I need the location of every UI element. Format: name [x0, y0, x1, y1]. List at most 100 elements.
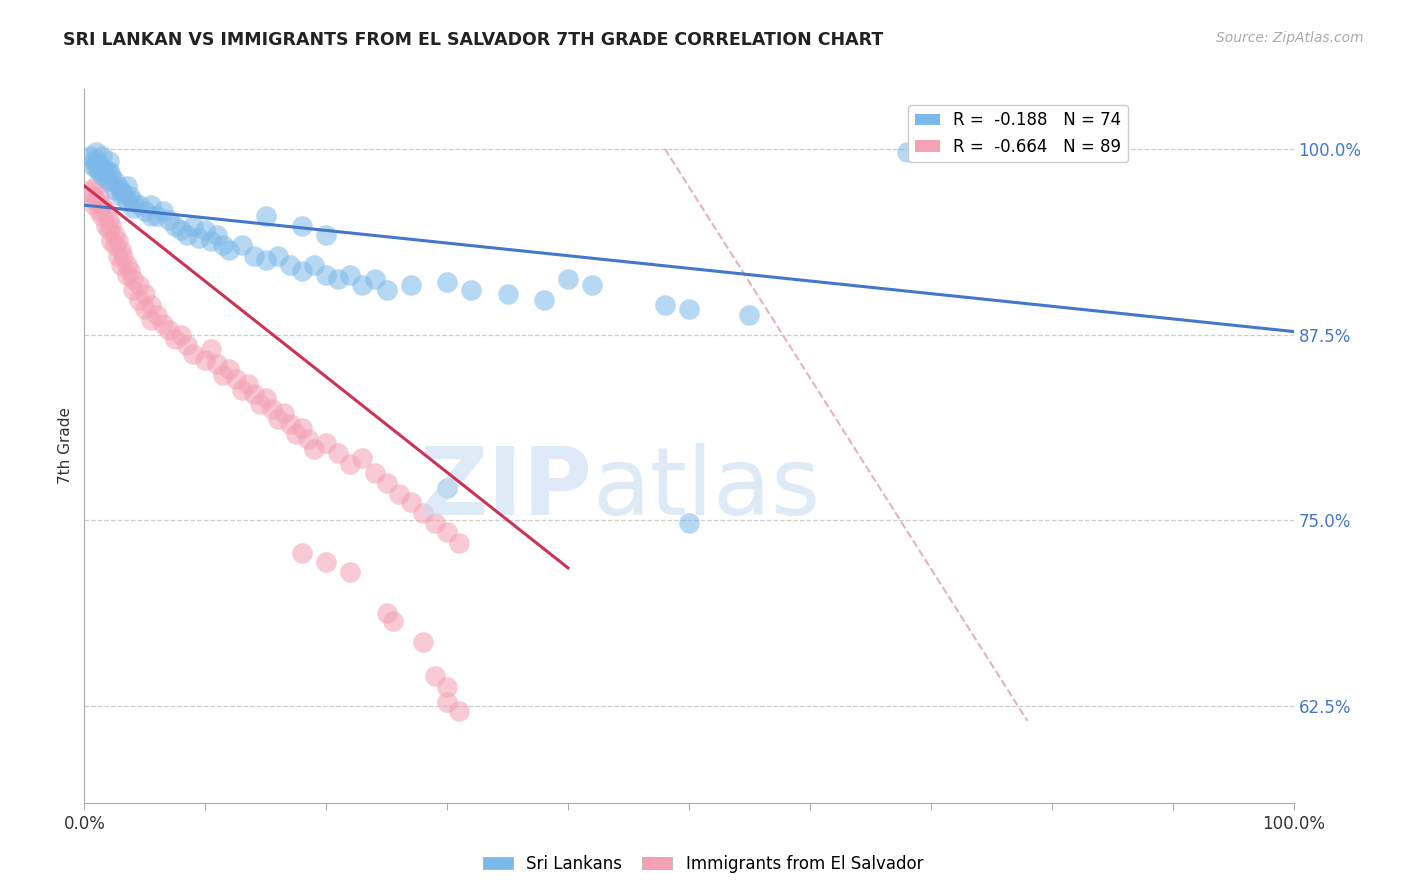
- Point: [128, 198, 150, 212]
- Point: [91, 160, 114, 174]
- Point: [200, 234, 222, 248]
- Legend: R =  -0.188   N = 74, R =  -0.664   N = 89: R = -0.188 N = 74, R = -0.664 N = 89: [908, 104, 1128, 162]
- Point: [412, 506, 434, 520]
- Point: [170, 327, 193, 342]
- Point: [225, 372, 247, 386]
- Point: [328, 272, 350, 286]
- Point: [120, 263, 142, 277]
- Point: [100, 219, 122, 233]
- Text: atlas: atlas: [592, 442, 821, 535]
- Text: SRI LANKAN VS IMMIGRANTS FROM EL SALVADOR 7TH GRADE CORRELATION CHART: SRI LANKAN VS IMMIGRANTS FROM EL SALVADO…: [63, 31, 883, 49]
- Point: [170, 223, 193, 237]
- Point: [83, 153, 105, 168]
- Point: [399, 278, 422, 293]
- Point: [100, 169, 122, 183]
- Point: [146, 209, 169, 223]
- Point: [112, 186, 135, 201]
- Point: [449, 535, 471, 549]
- Point: [460, 283, 482, 297]
- Point: [139, 312, 162, 326]
- Point: [278, 417, 301, 431]
- Point: [165, 332, 187, 346]
- Point: [112, 249, 135, 263]
- Point: [91, 169, 114, 183]
- Point: [284, 427, 308, 442]
- Point: [157, 323, 180, 337]
- Point: [97, 174, 120, 188]
- Point: [188, 231, 211, 245]
- Point: [315, 268, 337, 282]
- Point: [86, 194, 108, 208]
- Point: [139, 209, 162, 223]
- Text: Source: ZipAtlas.com: Source: ZipAtlas.com: [1216, 31, 1364, 45]
- Point: [436, 481, 458, 495]
- Point: [91, 149, 114, 163]
- Point: [339, 268, 361, 282]
- Point: [139, 298, 162, 312]
- Point: [291, 219, 314, 233]
- Point: [176, 338, 198, 352]
- Point: [449, 704, 471, 718]
- Point: [104, 183, 127, 197]
- Point: [352, 450, 374, 465]
- Point: [207, 357, 229, 371]
- Point: [315, 555, 337, 569]
- Point: [86, 178, 108, 193]
- Point: [107, 234, 129, 248]
- Point: [115, 268, 138, 282]
- Point: [83, 198, 105, 212]
- Point: [139, 198, 162, 212]
- Point: [291, 546, 314, 560]
- Point: [352, 278, 374, 293]
- Point: [107, 178, 129, 193]
- Point: [249, 397, 271, 411]
- Point: [412, 635, 434, 649]
- Point: [399, 495, 422, 509]
- Point: [82, 189, 104, 203]
- Point: [115, 178, 138, 193]
- Point: [194, 352, 217, 367]
- Point: [363, 466, 385, 480]
- Point: [94, 164, 117, 178]
- Point: [83, 160, 105, 174]
- Point: [100, 234, 122, 248]
- Point: [128, 293, 150, 308]
- Point: [87, 189, 110, 203]
- Point: [231, 238, 253, 252]
- Point: [273, 406, 295, 420]
- Point: [436, 276, 458, 290]
- Point: [218, 243, 240, 257]
- Point: [260, 401, 283, 416]
- Point: [94, 204, 117, 219]
- Text: ZIP: ZIP: [419, 442, 592, 535]
- Point: [212, 368, 235, 382]
- Point: [152, 204, 174, 219]
- Point: [557, 272, 579, 286]
- Point: [328, 446, 350, 460]
- Point: [121, 283, 143, 297]
- Point: [157, 213, 180, 227]
- Point: [87, 164, 110, 178]
- Point: [181, 347, 204, 361]
- Point: [86, 152, 108, 166]
- Point: [86, 145, 108, 159]
- Point: [375, 283, 398, 297]
- Point: [388, 486, 411, 500]
- Point: [896, 145, 918, 159]
- Point: [104, 238, 127, 252]
- Point: [267, 249, 290, 263]
- Point: [134, 204, 156, 219]
- Point: [533, 293, 555, 308]
- Point: [79, 183, 101, 197]
- Point: [121, 272, 143, 286]
- Point: [91, 209, 114, 223]
- Point: [654, 298, 676, 312]
- Point: [87, 156, 110, 170]
- Y-axis label: 7th Grade: 7th Grade: [58, 408, 73, 484]
- Point: [254, 253, 277, 268]
- Point: [181, 219, 204, 233]
- Point: [207, 227, 229, 242]
- Point: [1101, 145, 1123, 159]
- Point: [339, 566, 361, 580]
- Point: [231, 383, 253, 397]
